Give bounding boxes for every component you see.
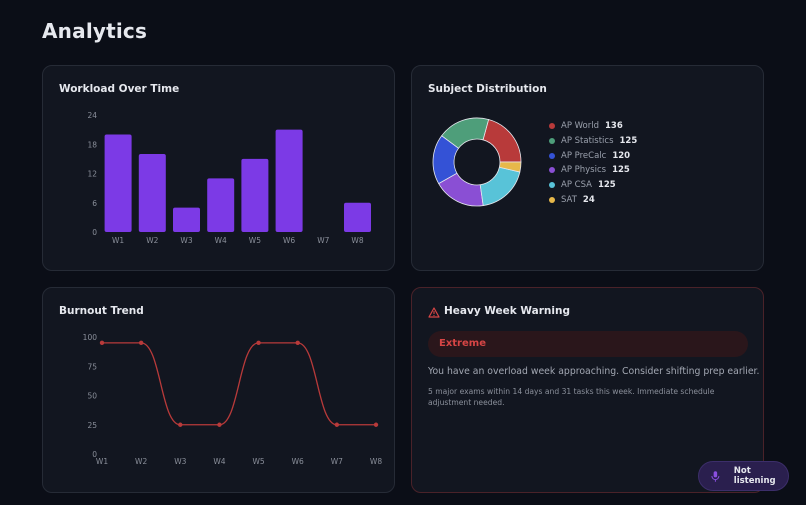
legend-value: 24 [582,194,595,205]
legend-value: 120 [612,150,631,161]
point-W6 [295,340,300,346]
y-tick-label: 0 [92,228,97,237]
x-tick-label: W8 [351,236,363,245]
subject-donut-chart [432,117,522,207]
point-W5 [256,340,261,346]
x-tick-label: W6 [292,457,304,466]
bar-W5 [241,158,269,232]
y-tick-label: 0 [92,450,97,459]
legend-item: AP World 136 [549,119,637,134]
y-tick-label: 18 [87,140,97,149]
point-W4 [217,422,222,427]
y-tick-label: 12 [87,170,97,179]
legend-item: AP Statistics 125 [549,134,637,149]
x-tick-label: W3 [180,236,192,245]
x-tick-label: W7 [317,236,329,245]
legend-label: SAT [561,194,577,205]
slice-ap-csa [479,166,521,207]
burnout-card: Burnout Trend 0 25 50 75 100 W1 W2 W3 W4 W5 W6 W7 W8 [42,287,395,493]
x-tick-label: W1 [112,236,124,245]
donut-legend: AP World 136 AP Statistics 125 AP PreCalc 120… [549,119,637,207]
warning-card: Heavy Week Warning Extreme You have an o… [411,287,764,493]
point-W8 [373,422,379,427]
slice-ap-world [482,119,522,163]
x-tick-label: W6 [283,236,295,245]
bar-W6 [275,129,303,232]
severity-badge: Extreme [428,331,748,357]
bar-W1 [104,134,132,232]
burnout-title: Burnout Trend [59,305,144,317]
warning-title: Heavy Week Warning [444,305,570,317]
legend-label: AP CSA [561,180,592,191]
microphone-icon [711,470,720,482]
warning-message: You have an overload week approaching. C… [428,366,760,377]
y-tick-label: 50 [87,392,97,401]
legend-swatch [549,123,555,130]
x-tick-label: W7 [331,457,343,466]
legend-swatch [549,167,555,174]
legend-value: 125 [619,136,638,147]
burnout-line-chart: 0 25 50 75 100 W1 W2 W3 W4 W5 W6 W7 W8 [83,333,383,466]
x-tick-label: W4 [213,457,225,466]
point-W7 [334,422,340,427]
bar-W8 [344,202,371,232]
legend-swatch [549,196,555,203]
legend-label: AP Statistics [561,136,614,147]
distribution-title: Subject Distribution [428,83,547,95]
y-tick-label: 25 [87,421,97,430]
legend-swatch [549,152,555,159]
y-tick-label: 6 [92,199,97,208]
point-W2 [138,340,144,346]
point-W1 [99,340,105,346]
x-tick-label: W5 [252,457,264,466]
legend-label: AP Physics [561,165,607,176]
legend-item: SAT 24 [549,192,637,207]
y-tick-label: 24 [87,111,97,120]
workload-bar-chart: 0 6 12 18 24 W1 W2 W3 W4 W5 W6 W7 W8 [87,111,371,245]
legend-swatch [549,182,555,189]
legend-value: 136 [605,121,623,132]
burnout-line [101,342,376,426]
legend-value: 125 [597,180,616,191]
distribution-card: Subject Distribution AP World 136 AP Stati… [411,65,764,271]
workload-title: Workload Over Time [59,83,180,95]
legend-item: AP PreCalc 120 [549,148,637,163]
x-tick-label: W5 [249,236,261,245]
x-tick-label: W8 [370,457,382,466]
legend-item: AP CSA 125 [549,178,637,193]
bar-W3 [173,207,200,232]
x-tick-label: W1 [96,457,108,466]
bar-W4 [207,178,235,232]
point-W3 [178,422,183,427]
x-tick-label: W3 [174,457,186,466]
y-tick-label: 100 [83,333,98,342]
y-tick-label: 75 [87,362,97,371]
legend-label: AP PreCalc [561,150,607,161]
bar-W2 [138,154,166,232]
slice-sat [498,161,522,173]
legend-item: AP Physics 125 [549,163,637,178]
warning-detail: 5 major exams within 14 days and 31 task… [428,387,715,407]
legend-label: AP World [561,121,600,132]
legend-swatch [549,138,555,145]
voice-toggle-button[interactable]: Not listening [698,461,789,491]
workload-card: Workload Over Time 0 6 12 18 24 W1 W2 W3 W4 W5 W6 W… [42,65,395,271]
x-tick-label: W4 [215,236,227,245]
x-tick-label: W2 [135,457,147,466]
voice-status-label: Not listening [733,466,776,486]
legend-value: 125 [612,165,630,176]
warning-triangle-icon [428,307,440,318]
page-title: Analytics [42,19,148,43]
x-tick-label: W2 [146,236,158,245]
